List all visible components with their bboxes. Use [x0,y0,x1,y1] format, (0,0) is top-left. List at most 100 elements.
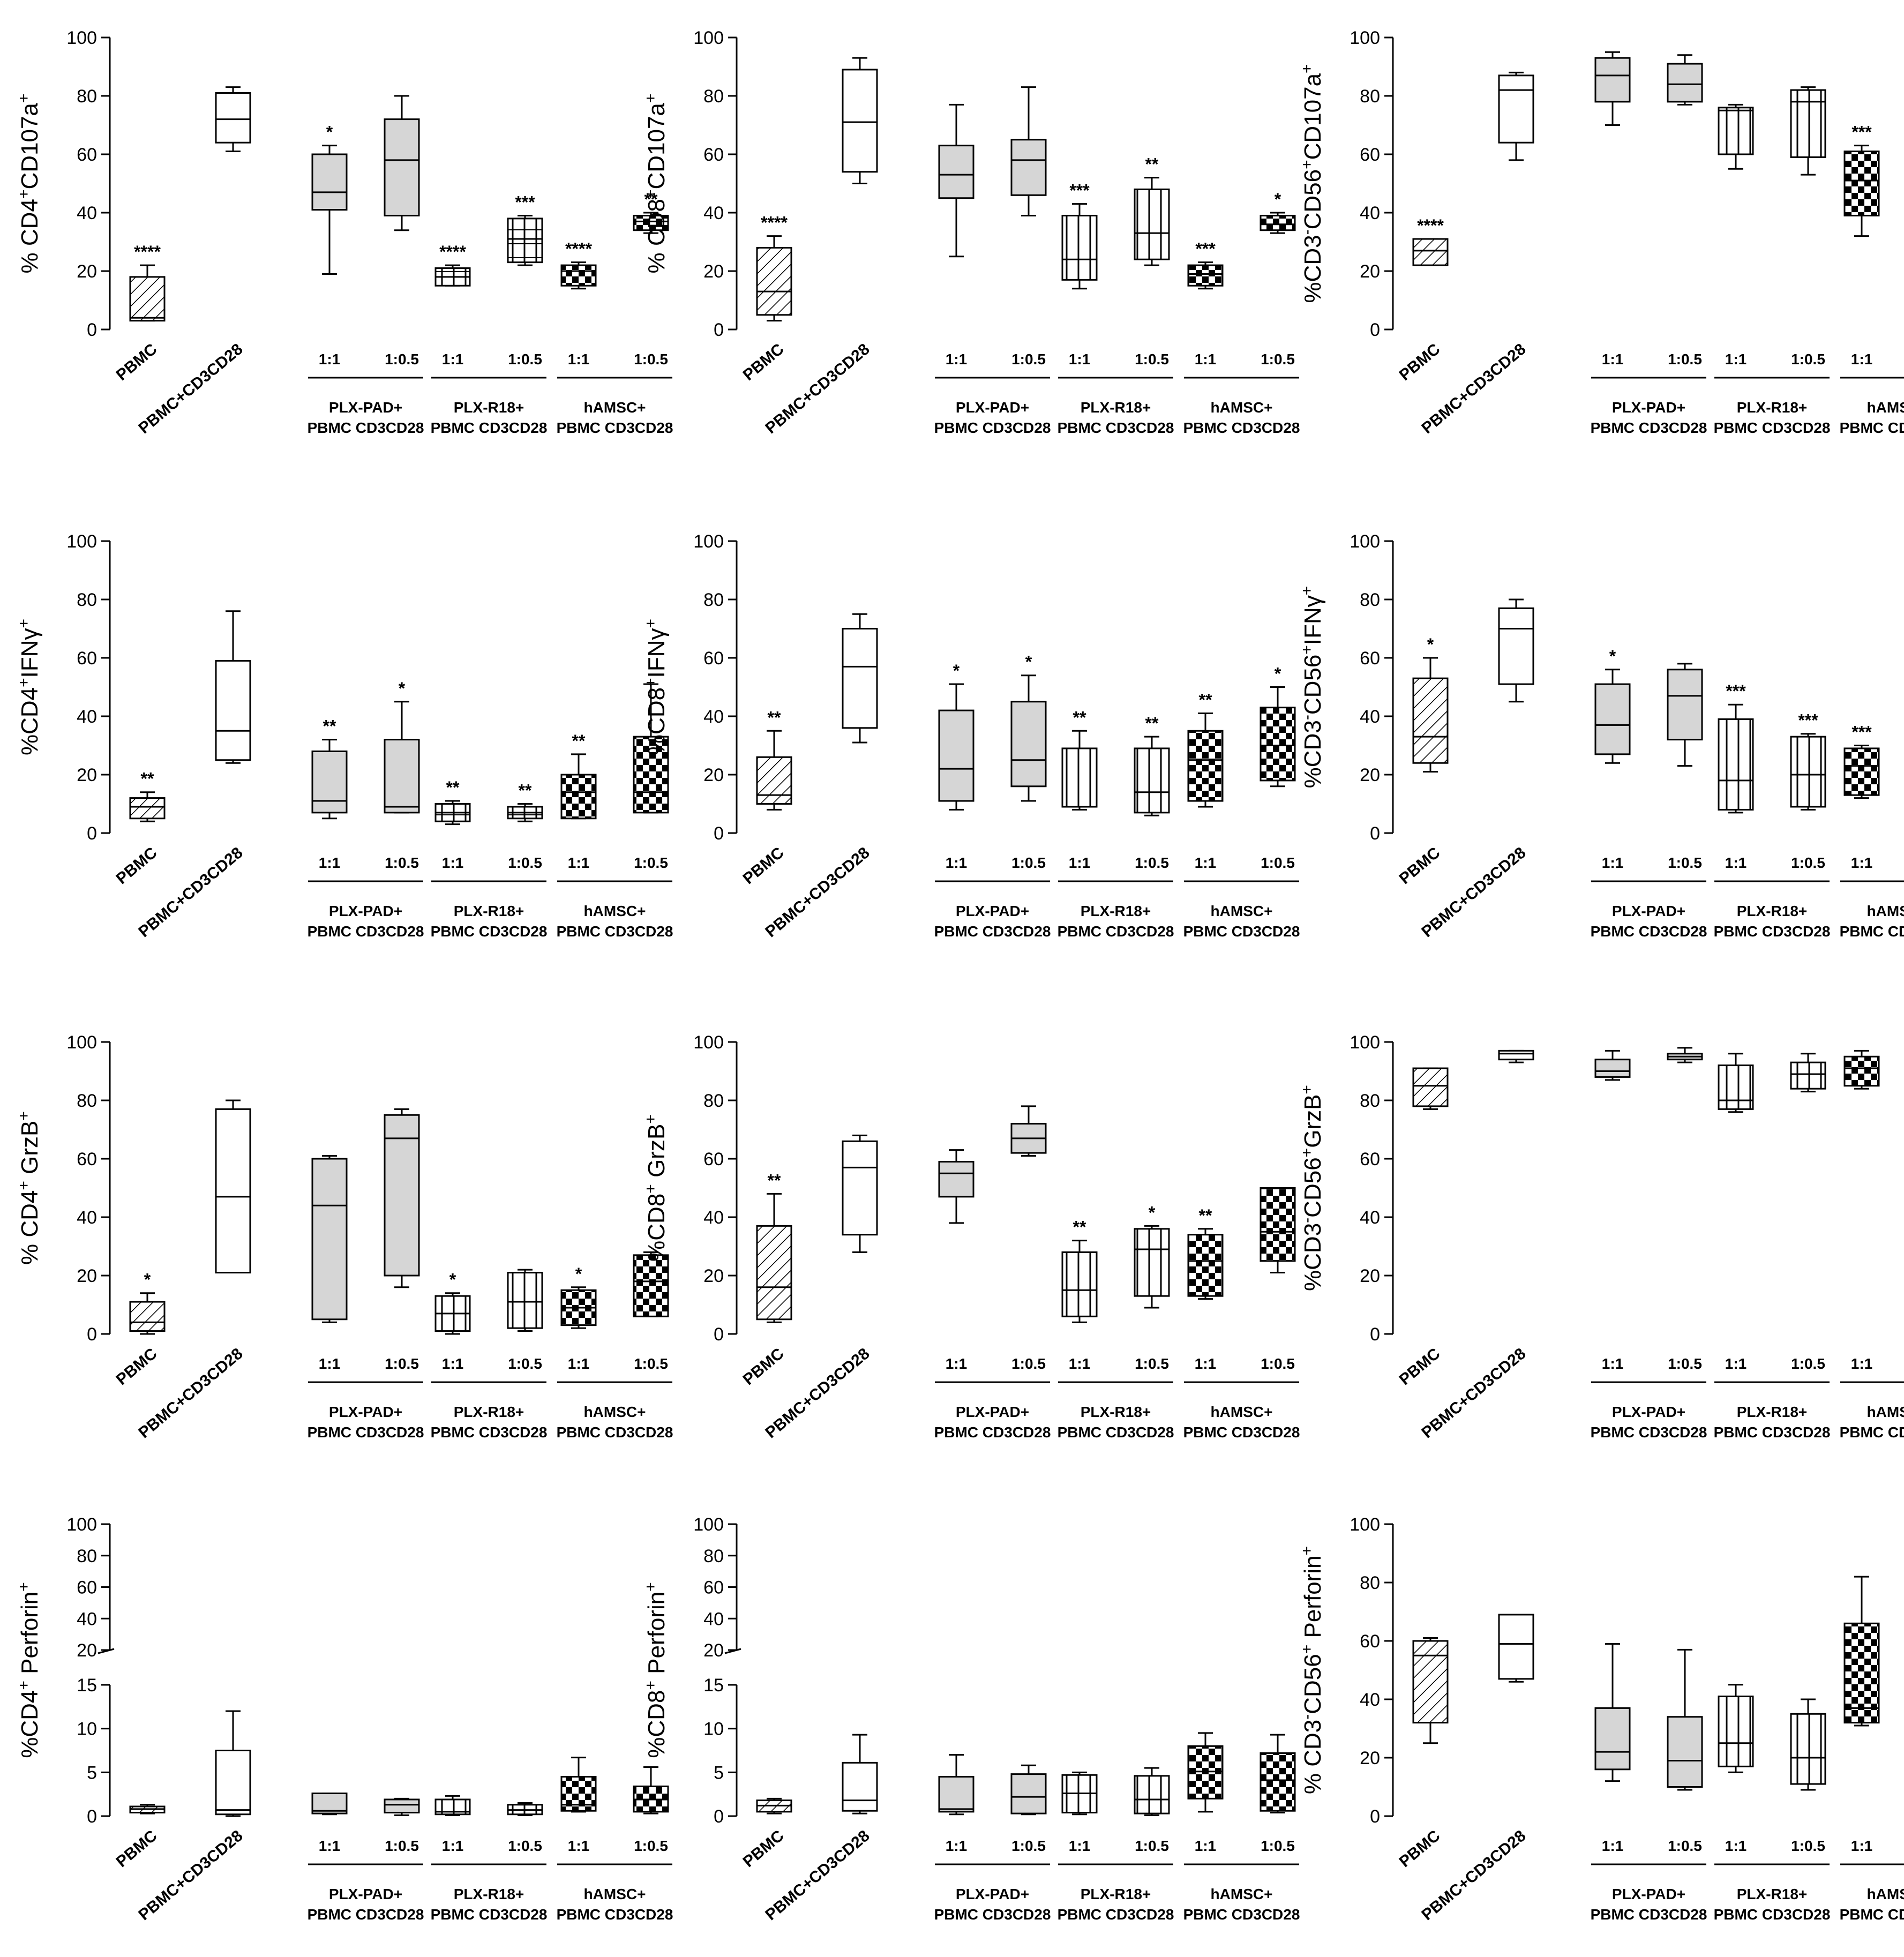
significance-label: * [953,661,960,680]
significance-label: * [1609,647,1616,666]
y-tick-label: 80 [703,1546,724,1566]
box-plx-pad-1-0-5 [1667,1648,1703,1791]
ratio-label: 1:1 [946,351,967,368]
box-iqr [1498,1614,1534,1680]
box-iqr [1010,139,1047,196]
group-label-line1: hAMSC+ [584,1886,646,1902]
group-label-line1: PLX-R18+ [1081,903,1151,919]
box-hamsc-1-0-5: * [1260,664,1296,788]
ratio-label: 1:0.5 [1668,854,1702,871]
box-plx-r18-1-1: ** [434,778,471,826]
box-plx-r18-1-1 [1061,1771,1098,1816]
box-plx-r18-1-1: *** [1718,681,1754,814]
ratio-label: 1:1 [1725,351,1746,368]
ratio-label: 1:0.5 [1791,351,1825,368]
group-label-line1: PLX-R18+ [454,1886,524,1902]
box-plx-r18-1-1: ** [1061,708,1098,811]
box-iqr [1260,1752,1296,1812]
box-pbmc: **** [756,213,792,322]
group-label-line2: PBMC CD3CD28 [557,1906,673,1923]
box-iqr [1412,677,1449,764]
chart-panel-3-1: 0 5 10 15 20 40 60 80 100 %CD8+ Perforin+ PBMC PBMC… [642,1514,1300,1924]
box-plx-r18-1-0-5: ** [507,781,543,822]
box-iqr [756,246,792,316]
group-label-line2: PBMC CD3CD28 [934,1906,1051,1923]
y-tick-label: 10 [77,1719,97,1739]
box-iqr [938,709,975,802]
box-hamsc-1-1: *** [1843,723,1880,799]
y-axis-label: %CD8+IFNγ+ [642,619,670,755]
box-plx-pad-1-1 [938,1149,975,1224]
box-hamsc-1-0-5: ** [633,190,669,234]
box-iqr [1061,1251,1098,1317]
box-pbmc-cd3cd28 [215,610,251,764]
ratio-label: 1:1 [946,1355,967,1372]
box-hamsc-1-1: *** [1843,123,1880,237]
y-axis-label: % CD8+CD107a+ [642,94,670,274]
group-label-line2: PBMC CD3CD28 [1840,1424,1904,1441]
y-tick-label: 20 [77,1640,97,1661]
chart-panel-1-2: 020406080100%CD3-CD56+IFNγ+************P… [1298,531,1904,941]
box-pbmc: * [129,1270,166,1335]
significance-label: ** [644,190,658,209]
group-label-line1: PLX-R18+ [1081,1886,1151,1902]
category-label: PBMC [1396,844,1444,888]
significance-label: ** [768,708,781,727]
box-iqr [1134,188,1170,260]
significance-label: ** [323,717,336,736]
group-label-line2: PBMC CD3CD28 [557,419,673,436]
y-tick-label: 0 [1370,320,1380,340]
ratio-label: 1:1 [568,854,589,871]
box-plx-r18-1-0-5 [507,1269,543,1332]
significance-label: ** [519,781,532,800]
ratio-label: 1:1 [1602,854,1623,871]
y-tick-label: 20 [1360,765,1380,785]
box-iqr [1843,1622,1880,1724]
box-pbmc-cd3cd28 [1498,71,1534,161]
box-plx-pad-1-1: * [938,661,975,811]
chart-panel-3-2: 0 20 40 60 80 100 % CD3-CD56+ Perforin+ PBMC PBM… [1298,1514,1904,1924]
ratio-label: 1:1 [1195,854,1216,871]
y-tick-label: 100 [1350,28,1380,48]
y-tick-label: 40 [703,707,724,727]
y-tick-label: 20 [703,765,724,785]
ratio-label: 1:1 [319,1355,340,1372]
group-label-line2: PBMC CD3CD28 [1840,419,1904,436]
group-label-line1: hAMSC+ [1867,1404,1904,1420]
box-iqr [1260,1187,1296,1262]
box-iqr [1412,1640,1449,1724]
y-tick-label: 20 [1360,1266,1380,1286]
y-tick-label: 40 [1360,1690,1380,1710]
ratio-label: 1:1 [568,1355,589,1372]
box-pbmc: * [1412,635,1449,773]
group-label-line2: PBMC CD3CD28 [308,419,424,436]
box-plx-r18-1-0-5: ** [1134,714,1170,816]
box-hamsc-1-1: ** [560,731,597,820]
y-tick-label: 60 [77,1149,97,1169]
group-label-line1: PLX-R18+ [1081,399,1151,416]
box-plx-pad-1-0-5 [384,1108,420,1288]
category-label: PBMC [1396,1345,1444,1389]
box-plx-r18-1-1: *** [1061,181,1098,290]
group-label-line1: PLX-PAD+ [956,1404,1029,1420]
y-tick-label: 80 [77,86,97,107]
group-label-line2: PBMC CD3CD28 [1058,419,1174,436]
group-label-line2: PBMC CD3CD28 [557,1424,673,1441]
significance-label: * [449,1270,456,1289]
ratio-label: 1:0.5 [1135,1838,1169,1854]
box-iqr [842,1761,878,1812]
box-iqr [1790,89,1826,158]
ratio-label: 1:0.5 [1261,854,1295,871]
group-label-line1: hAMSC+ [584,1404,646,1420]
ratio-label: 1:0.5 [1261,351,1295,368]
y-tick-label: 20 [1360,1748,1380,1768]
box-hamsc-1-1 [560,1757,597,1813]
category-label: PBMC [113,844,161,888]
category-label: PBMC [1396,1827,1444,1871]
y-tick-label: 100 [1350,1032,1380,1053]
box-hamsc-1-1: **** [560,239,597,290]
y-axis-label: % CD3-CD56+ Perforin+ [1298,1546,1326,1794]
box-plx-r18-1-1: * [434,1270,471,1335]
significance-label: * [1427,635,1434,654]
group-label-line2: PBMC CD3CD28 [1591,1424,1707,1441]
